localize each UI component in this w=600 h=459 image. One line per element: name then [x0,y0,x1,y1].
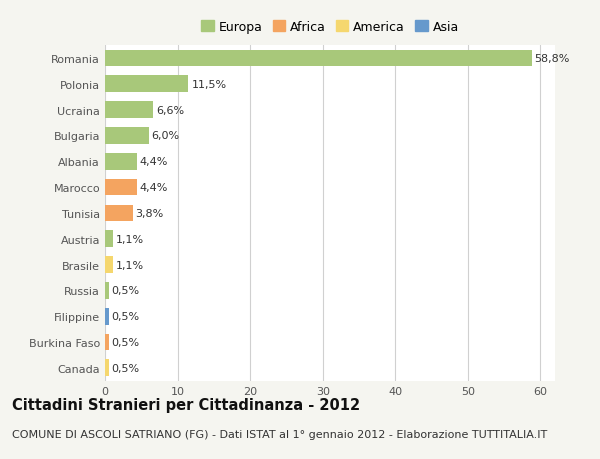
Legend: Europa, Africa, America, Asia: Europa, Africa, America, Asia [199,18,461,36]
Text: 0,5%: 0,5% [112,363,140,373]
Text: 4,4%: 4,4% [140,183,168,193]
Text: 4,4%: 4,4% [140,157,168,167]
Text: 1,1%: 1,1% [116,234,144,244]
Bar [105,179,137,196]
Bar [105,334,109,351]
Text: 11,5%: 11,5% [191,79,226,90]
Bar [105,50,532,67]
Bar [105,282,109,299]
Bar [105,102,153,119]
Text: 0,5%: 0,5% [112,312,140,321]
Bar [105,205,133,222]
Text: 0,5%: 0,5% [112,286,140,296]
Text: 1,1%: 1,1% [116,260,144,270]
Bar [105,257,113,274]
Bar [105,128,149,145]
Text: 3,8%: 3,8% [136,208,164,218]
Text: 6,0%: 6,0% [151,131,179,141]
Text: 0,5%: 0,5% [112,337,140,347]
Text: Cittadini Stranieri per Cittadinanza - 2012: Cittadini Stranieri per Cittadinanza - 2… [12,397,360,412]
Text: 6,6%: 6,6% [156,106,184,115]
Text: COMUNE DI ASCOLI SATRIANO (FG) - Dati ISTAT al 1° gennaio 2012 - Elaborazione TU: COMUNE DI ASCOLI SATRIANO (FG) - Dati IS… [12,429,547,439]
Bar [105,360,109,376]
Bar [105,153,137,170]
Text: 58,8%: 58,8% [535,54,570,64]
Bar [105,308,109,325]
Bar [105,76,188,93]
Bar [105,231,113,247]
